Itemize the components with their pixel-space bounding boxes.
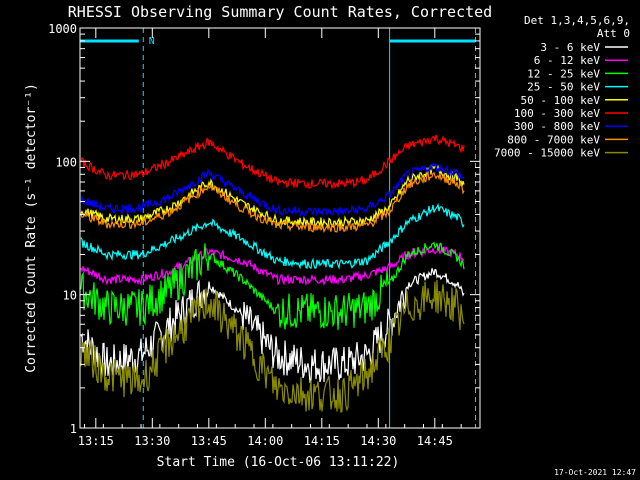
y-tick-label: 1000	[48, 22, 77, 36]
x-axis-label: Start Time (16-Oct-06 13:11:22)	[157, 455, 400, 470]
legend-label: 25 - 50 keV	[527, 81, 600, 94]
plot-area: N 1 10 100 1000 13:15 13:30 13:45 14:00 14:15 14:3…	[48, 22, 481, 448]
series-line	[80, 161, 465, 218]
x-tick-label: 13:45	[191, 434, 227, 448]
x-tick-label: 14:15	[304, 434, 340, 448]
y-tick-label: 10	[63, 289, 77, 303]
x-tick-label: 14:45	[417, 434, 453, 448]
legend-label: 6 - 12 keV	[534, 54, 601, 67]
series-line	[80, 268, 465, 384]
legend-label: 7000 - 15000 keV	[494, 147, 600, 160]
legend-label: 800 - 7000 keV	[507, 133, 600, 146]
x-tick-label: 14:30	[360, 434, 396, 448]
series-line	[80, 241, 465, 330]
series-line	[80, 279, 465, 414]
y-tick-label: 1	[70, 422, 77, 436]
x-tick-label: 13:30	[134, 434, 170, 448]
x-tick-label: 14:00	[247, 434, 283, 448]
series-line	[80, 171, 465, 233]
series-line	[80, 164, 465, 230]
axes-frame	[79, 27, 481, 429]
chart-title: RHESSI Observing Summary Count Rates, Co…	[68, 3, 492, 21]
y-tick-label: 100	[55, 155, 77, 169]
legend-label: 50 - 100 keV	[521, 94, 601, 107]
series-line	[80, 134, 465, 190]
series-line	[80, 245, 465, 287]
legend-label: 300 - 800 keV	[514, 120, 600, 133]
legend-header-line-1: Det 1,3,4,5,6,9,	[524, 14, 630, 27]
legend-label: 100 - 300 keV	[514, 107, 600, 120]
series-line	[80, 202, 465, 270]
x-tick-label: 13:15	[78, 434, 114, 448]
y-axis-label: Corrected Count Rate (s⁻¹ detector⁻¹)	[24, 83, 39, 373]
night-marker-label: N	[149, 36, 155, 47]
legend-label: 3 - 6 keV	[540, 41, 600, 54]
footer-timestamp: 17-Oct-2021 12:47	[554, 468, 636, 477]
legend-label: 12 - 25 keV	[527, 67, 600, 80]
legend-header-line-2: Att 0	[597, 27, 630, 40]
